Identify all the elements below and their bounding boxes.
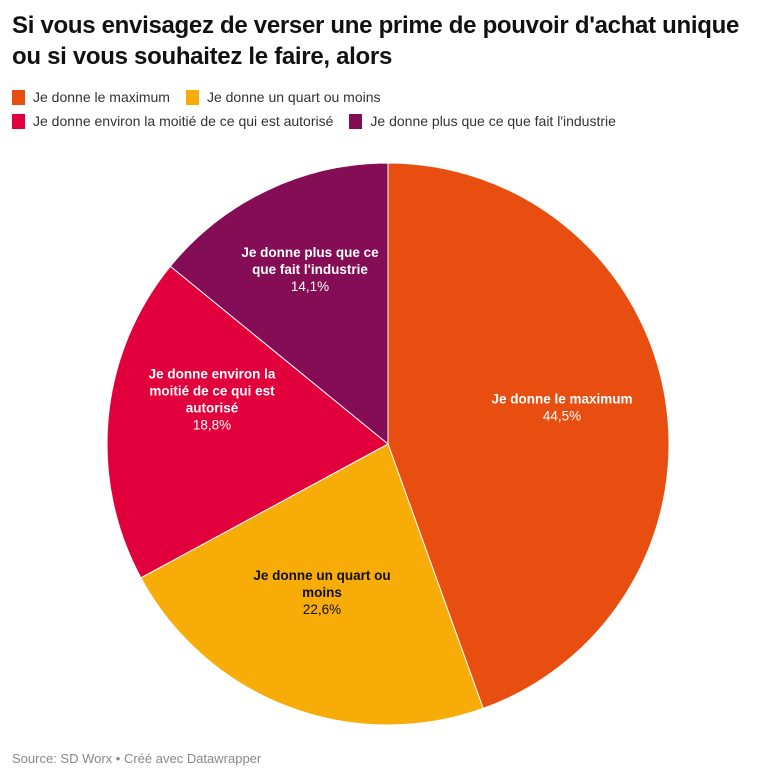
slice-value-label: 44,5% <box>543 409 581 424</box>
slice-label-line: que fait l'industrie <box>252 262 368 277</box>
legend-label: Je donne un quart ou moins <box>206 89 381 105</box>
legend-item-quart: Je donne un quart ou moins <box>185 89 381 105</box>
slice-label-line: autorisé <box>186 401 239 416</box>
legend-item-industrie: Je donne plus que ce que fait l'industri… <box>349 113 616 129</box>
pie-slices <box>106 162 670 726</box>
slice-value-label: 14,1% <box>291 279 329 294</box>
legend-item-moitie: Je donne environ la moitié de ce qui est… <box>12 113 333 129</box>
slice-label-line: Je donne le maximum <box>491 392 632 407</box>
legend-item-maximum: Je donne le maximum <box>12 89 170 105</box>
pie-chart: Je donne le maximum 44,5% Je donne un quar… <box>106 162 670 726</box>
legend-label: Je donne le maximum <box>33 89 170 105</box>
pie-slice <box>140 443 484 726</box>
pie-slice <box>387 162 670 710</box>
legend: Je donne le maximum Je donne un quart ou… <box>12 86 772 134</box>
legend-swatch <box>349 113 363 129</box>
slice-label: Je donne environ la moitié de ce qui est a… <box>149 367 276 433</box>
slice-label-line: Je donne environ la <box>149 367 276 382</box>
slice-label: Je donne le maximum 44,5% <box>491 392 632 424</box>
legend-row: Je donne environ la moitié de ce qui est… <box>12 110 772 132</box>
pie-slice <box>169 162 389 446</box>
chart-title: Si vous envisagez de verser une prime de… <box>12 12 740 70</box>
legend-label: Je donne environ la moitié de ce qui est… <box>33 113 334 129</box>
slice-label-line: Je donne plus que ce <box>241 245 379 260</box>
legend-swatch <box>185 89 199 105</box>
slice-label-line: moins <box>302 585 342 600</box>
legend-swatch <box>12 113 25 129</box>
legend-swatch <box>12 89 25 105</box>
slice-value-label: 18,8% <box>193 418 231 433</box>
slice-label: Je donne plus que ce que fait l'industrie… <box>241 245 379 294</box>
slice-label-line: moitié de ce qui est <box>149 384 275 399</box>
source-footer: Source: SD Worx • Créé avec Datawrapper <box>12 751 262 766</box>
slice-label: Je donne un quart ou moins 22,6% <box>253 568 390 617</box>
slice-label-line: Je donne un quart ou <box>253 568 390 583</box>
slice-value-label: 22,6% <box>303 602 341 617</box>
legend-label: Je donne plus que ce que fait l'industri… <box>370 113 616 129</box>
pie-labels: Je donne le maximum 44,5% Je donne un quar… <box>149 245 633 617</box>
legend-row: Je donne le maximum Je donne un quart ou… <box>12 86 772 108</box>
pie-slice <box>106 265 389 579</box>
